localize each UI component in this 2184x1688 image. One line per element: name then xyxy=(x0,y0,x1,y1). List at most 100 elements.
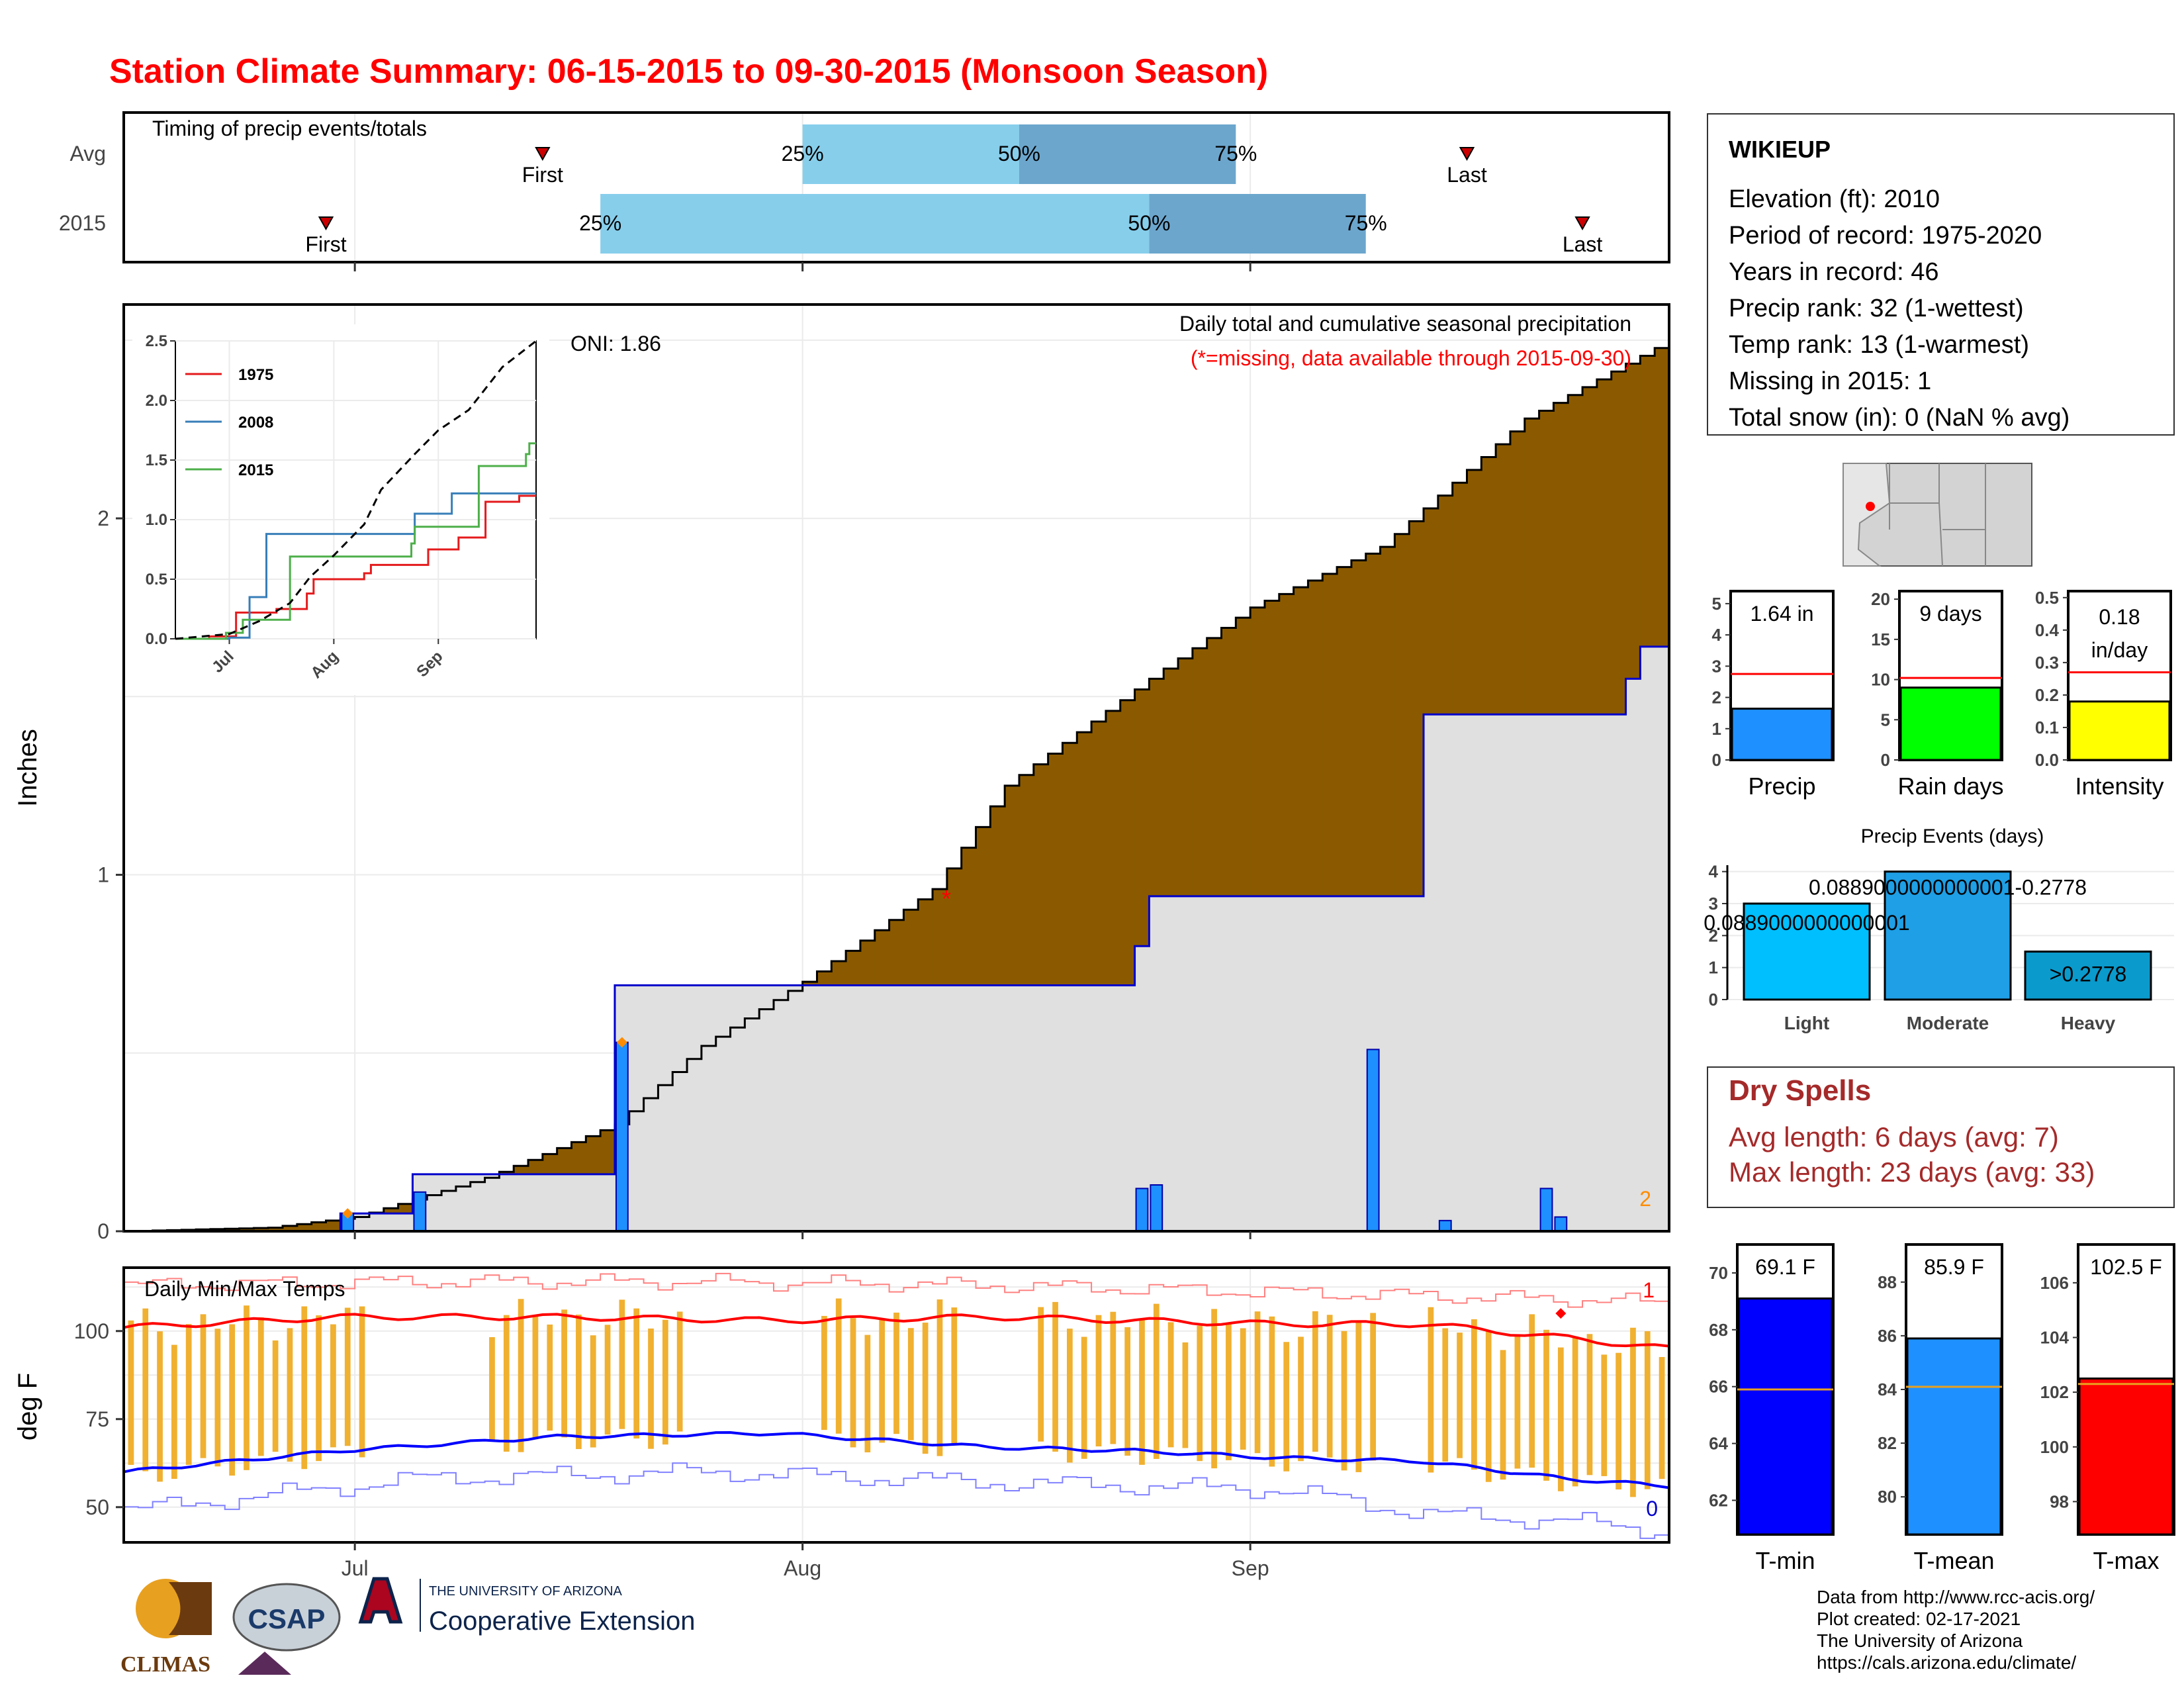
precip-panel-frame xyxy=(122,303,1670,1233)
deficit-area xyxy=(1582,387,1598,715)
events-value-label: >0.2778 xyxy=(2050,962,2127,986)
daily-temp-bar xyxy=(648,1328,654,1449)
temp-summary-y-tick-label: 104 xyxy=(2040,1327,2070,1347)
precip-corner-count: 2 xyxy=(1639,1187,1651,1211)
daily-temp-bar xyxy=(1601,1354,1608,1476)
events-bar xyxy=(1743,902,1871,1001)
timing-first-label: First xyxy=(305,232,346,256)
temp-x-tick-label: Jul xyxy=(341,1556,369,1580)
deficit-area xyxy=(1467,469,1482,715)
temp-summary-y-tick-label: 80 xyxy=(1878,1487,1897,1507)
deficit-area xyxy=(557,1148,572,1174)
inset-legend-label: 2008 xyxy=(238,414,273,432)
inset-series-2015 xyxy=(175,442,536,640)
deficit-area xyxy=(1596,379,1612,715)
daily-temp-bar xyxy=(1211,1309,1217,1469)
daily-temp-bar xyxy=(922,1323,929,1454)
temp-summary-label: T-min xyxy=(1756,1547,1815,1574)
mini-bar-y-tick-label: 3 xyxy=(1712,656,1721,676)
deficit-area xyxy=(1611,371,1627,715)
deficit-area xyxy=(326,1220,341,1231)
daily-temp-bar xyxy=(1557,1347,1564,1491)
events-value-label: 0.0889000000000001-0.2778 xyxy=(1809,876,2087,900)
deficit-area xyxy=(1206,637,1222,896)
deficit-area xyxy=(1005,785,1020,986)
daily-temp-bar xyxy=(676,1311,683,1432)
daily-temp-bar xyxy=(287,1328,293,1462)
climas-logo-text: CLIMAS xyxy=(120,1652,210,1677)
daily-temp-bar xyxy=(1197,1325,1203,1462)
daily-temp-bar xyxy=(936,1299,943,1456)
daily-temp-bar xyxy=(576,1314,582,1450)
station-missing: Missing in 2015: 1 xyxy=(1729,367,1931,395)
events-category-label: Moderate xyxy=(1907,1013,1989,1033)
footer: CLIMAS CSAP THE UNIVERSITY OF ARIZONA Co… xyxy=(120,1577,2095,1677)
daily-temp-bar xyxy=(1630,1327,1636,1497)
events-bar xyxy=(2024,951,2152,1001)
inset-series-average xyxy=(175,340,537,640)
mini-bar-y-tick-label: 5 xyxy=(1712,594,1721,614)
daily-temp-bar xyxy=(850,1318,856,1448)
deficit-area xyxy=(1250,607,1265,896)
daily-temp-bar xyxy=(1514,1335,1521,1469)
daily-temp-bar xyxy=(344,1307,351,1446)
deficit-area xyxy=(976,827,991,986)
deficit-area xyxy=(903,910,919,986)
deficit-area xyxy=(1019,774,1034,986)
mini-bar-label: Intensity xyxy=(2075,773,2163,800)
inset-plot-frame xyxy=(175,340,537,639)
deficit-area xyxy=(600,1130,615,1174)
daily-temp-bar xyxy=(200,1314,206,1458)
daily-precip-bar xyxy=(1438,1219,1452,1233)
daily-temp-bar xyxy=(1052,1301,1058,1452)
footer-line-2: Plot created: 02-17-2021 xyxy=(1817,1609,2021,1629)
daily-precip-bar xyxy=(1150,1184,1163,1232)
daily-temp-bar xyxy=(1182,1342,1189,1448)
deficit-area xyxy=(1437,495,1453,715)
locator-map xyxy=(1843,463,2032,567)
page-title: Station Climate Summary: 06-15-2015 to 0… xyxy=(109,52,1268,91)
daily-temp-bar xyxy=(1442,1328,1449,1462)
inset-series-2008 xyxy=(175,492,536,640)
timing-panel-label: Timing of precip events/totals xyxy=(152,117,427,140)
deficit-area xyxy=(1105,710,1121,986)
deficit-area xyxy=(1091,722,1107,986)
csap-logo-mountain xyxy=(238,1652,291,1675)
mini-bar-value-label: 1.64 in xyxy=(1750,602,1813,626)
daily-temp-bar xyxy=(951,1307,958,1446)
temp-summary-y-tick-label: 98 xyxy=(2050,1491,2069,1511)
temp-summary-label: T-mean xyxy=(1913,1547,1994,1574)
events-y-tick-label: 0 xyxy=(1709,990,1718,1009)
deficit-area xyxy=(1539,410,1555,715)
daily-temp-bar xyxy=(1471,1319,1477,1470)
temp-y-tick-label: 75 xyxy=(85,1407,109,1431)
precip-areas xyxy=(124,340,1670,1233)
timing-bar-25-50 xyxy=(802,124,1019,184)
deficit-area xyxy=(918,899,933,986)
timing-bar-25-50 xyxy=(600,194,1150,254)
daily-temp-bar xyxy=(907,1328,914,1440)
daily-temp-bar xyxy=(821,1315,827,1430)
daily-precip-bar xyxy=(1539,1188,1553,1233)
events-bar xyxy=(1884,870,2012,1001)
timing-last-marker xyxy=(1574,216,1590,231)
precip-y-tick-label: 2 xyxy=(97,506,109,530)
station-snow: Total snow (in): 0 (NaN % avg) xyxy=(1729,404,2070,432)
deficit-area xyxy=(1077,732,1092,986)
daily-temp-bar xyxy=(257,1317,264,1456)
mini-bar-value-label: 9 days xyxy=(1919,602,1981,626)
deficit-area xyxy=(1365,553,1381,896)
timing-last-label: Last xyxy=(1563,232,1603,256)
temp-y-tick-label: 100 xyxy=(74,1319,109,1343)
deficit-area xyxy=(1481,457,1496,715)
temp-summary-y-tick-label: 88 xyxy=(1878,1272,1897,1292)
timing-panel: 25% 50% 75% First Last 25% 50% 75% First Last Tim… xyxy=(59,111,1670,271)
map-state-borders xyxy=(1889,463,1986,567)
daily-temp-bar xyxy=(330,1324,336,1448)
deficit-area xyxy=(253,1228,269,1231)
events-y-tick-label: 1 xyxy=(1709,958,1718,978)
inset-y-tick-label: 1.5 xyxy=(146,451,167,469)
temp-summary-bar xyxy=(1737,1297,1833,1536)
deficit-area xyxy=(542,1154,558,1174)
timing-row-avg-label: Avg xyxy=(69,142,106,165)
